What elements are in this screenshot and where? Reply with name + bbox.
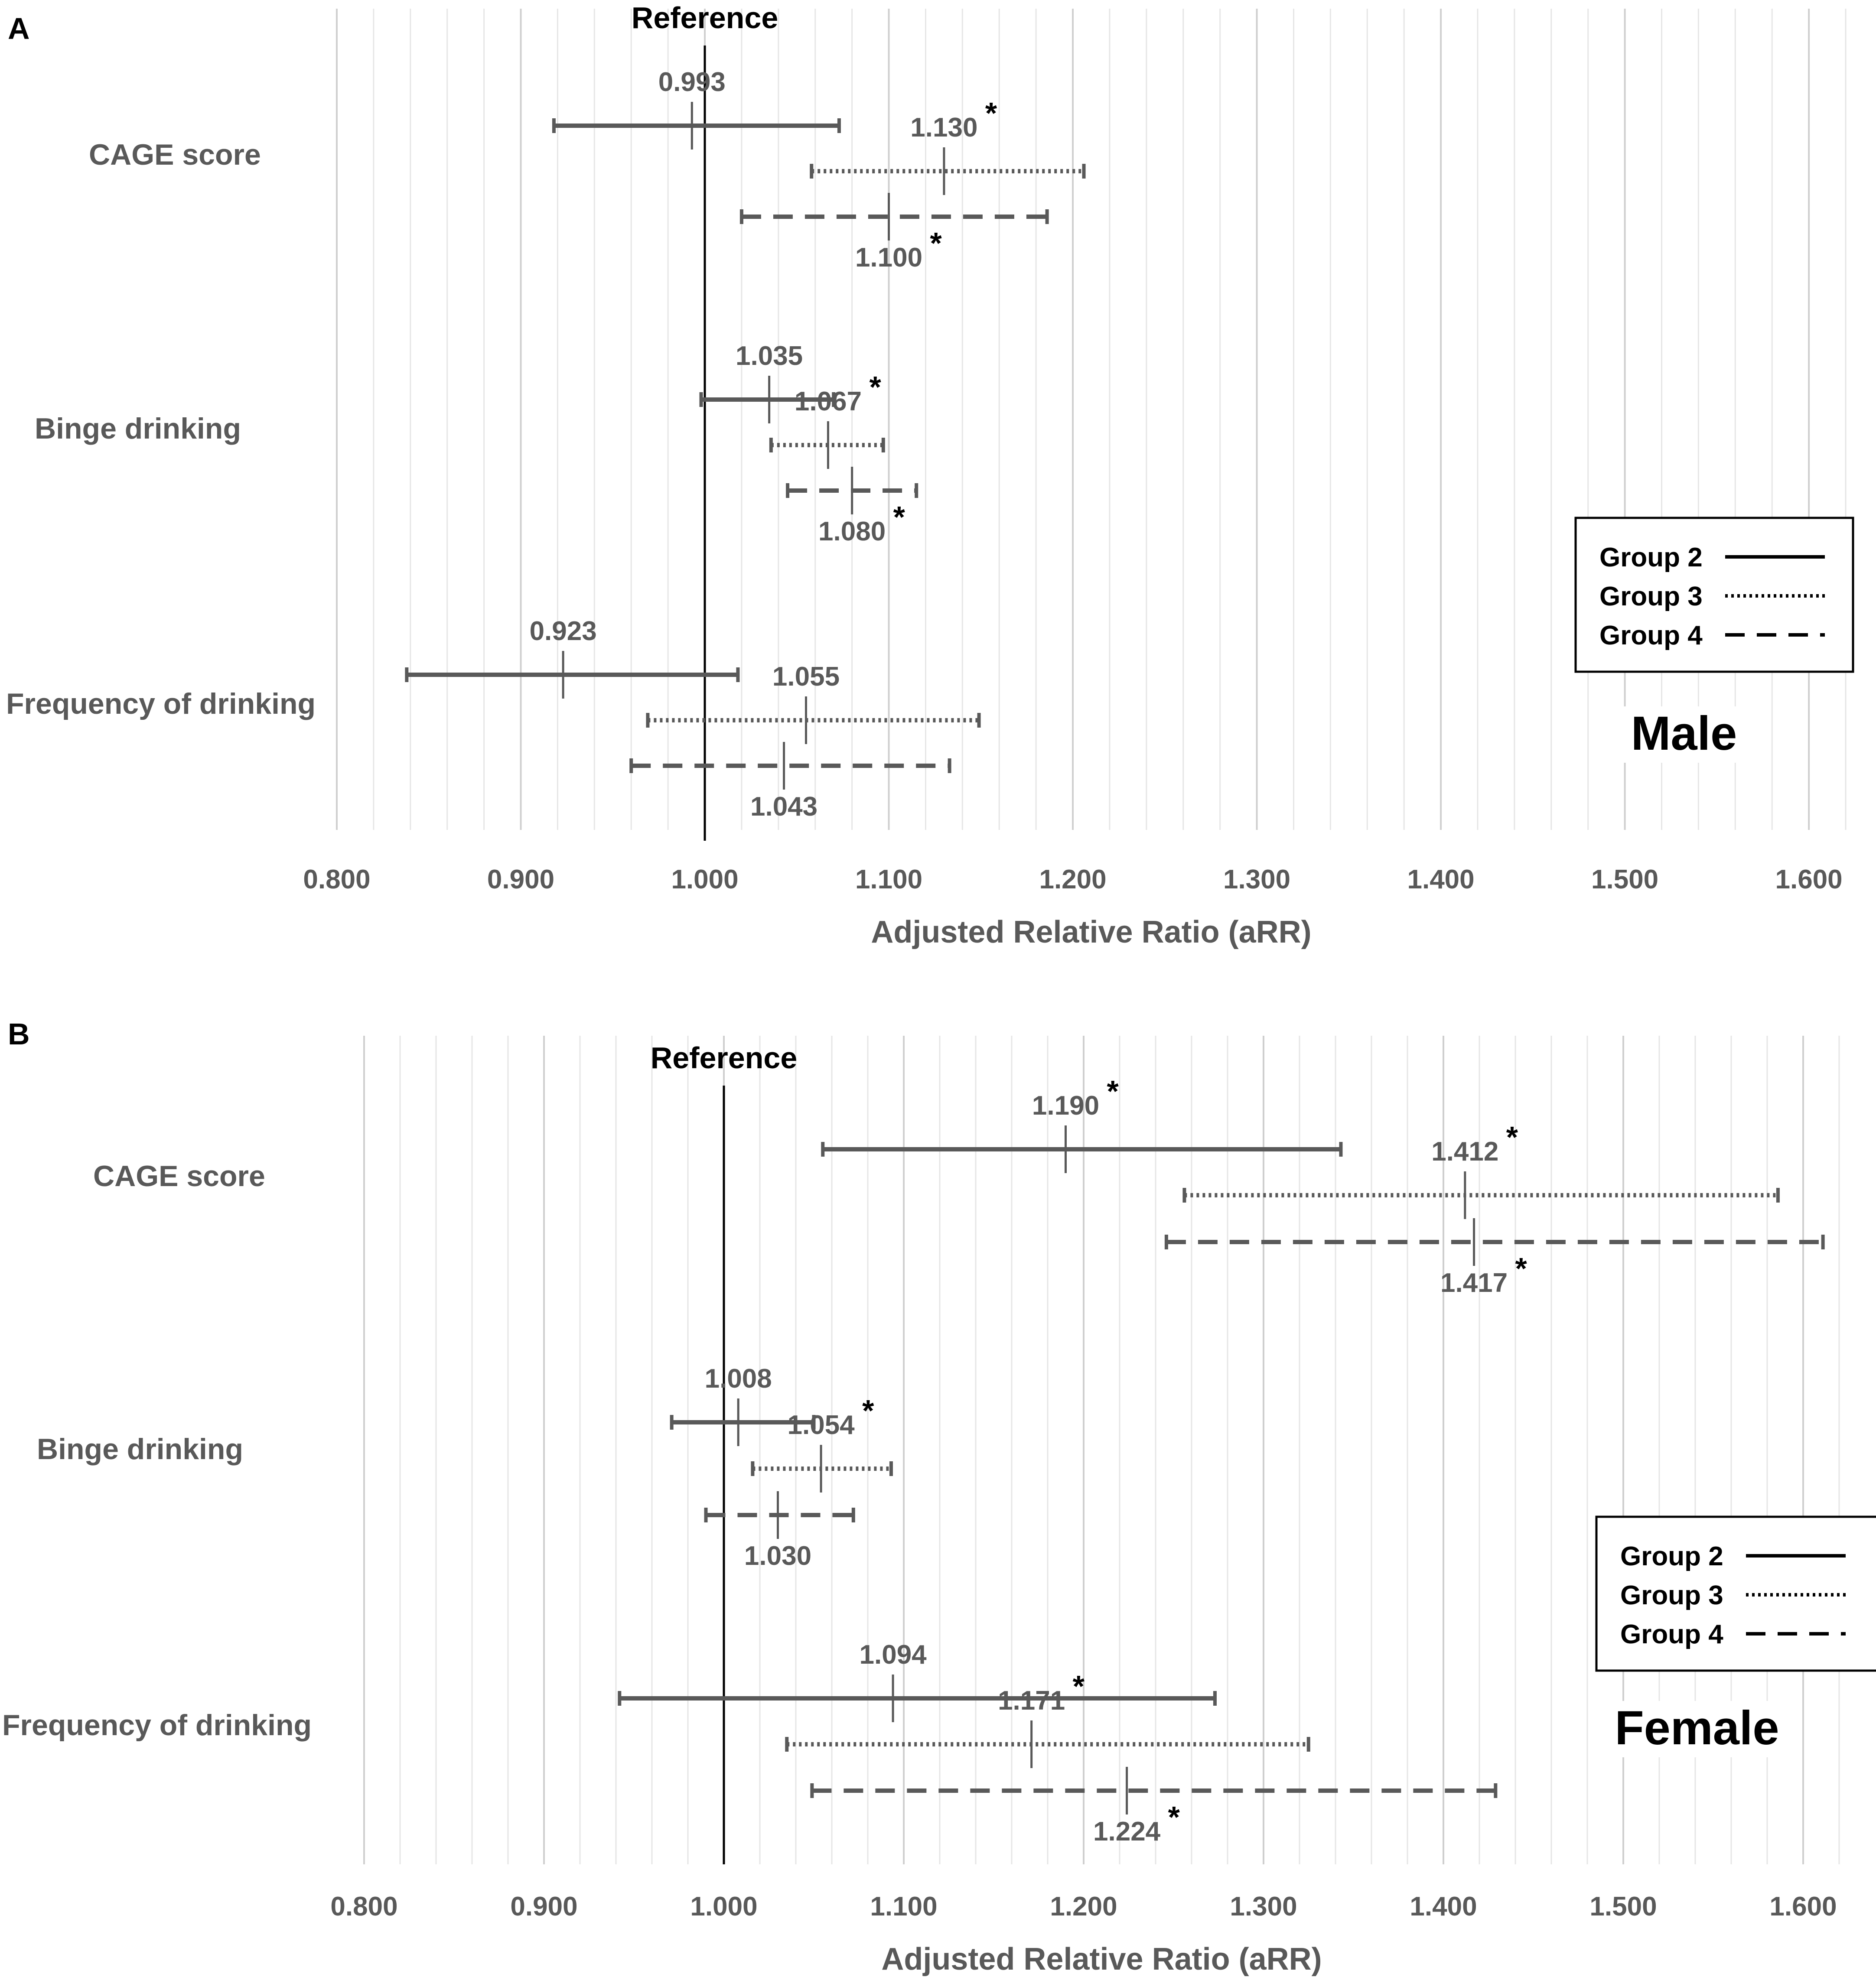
- estimate-label: 1.094: [860, 1640, 927, 1670]
- ci-mark: 1.130 *: [810, 96, 1086, 195]
- x-tick-label: 0.900: [487, 865, 554, 894]
- x-tick-label: 1.500: [1589, 1892, 1657, 1922]
- estimate-label: 1.030: [744, 1541, 811, 1571]
- estimate-label: 1.171: [998, 1686, 1065, 1716]
- estimate-label: 0.993: [658, 67, 726, 97]
- x-tick-label: 1.600: [1775, 865, 1843, 894]
- estimate-label: 1.035: [736, 341, 803, 371]
- panel-a: A Reference CAGE score Binge drinking Freque…: [0, 0, 1876, 988]
- category-label: Frequency of drinking: [2, 1709, 312, 1742]
- significance-asterisk: *: [893, 500, 905, 534]
- x-tick-label: 1.100: [870, 1892, 937, 1922]
- category-label: CAGE score: [93, 1160, 265, 1193]
- panel-b: B Reference CAGE score Binge drinking Freque…: [0, 997, 1876, 1977]
- x-tick-label: 0.800: [303, 865, 370, 894]
- category-label: Frequency of drinking: [6, 687, 316, 720]
- category-label: CAGE score: [89, 138, 261, 171]
- x-axis-title: Adjusted Relative Ratio (aRR): [871, 915, 1311, 949]
- estimate-label: 1.224: [1093, 1817, 1161, 1847]
- estimate-label: 0.923: [530, 616, 597, 646]
- significance-asterisk: *: [1168, 1800, 1180, 1834]
- x-tick-label: 1.200: [1050, 1892, 1117, 1922]
- ci-mark: 1.055: [646, 662, 981, 744]
- ci-mark: 1.054 *: [751, 1394, 893, 1493]
- x-tick-label: 1.300: [1230, 1892, 1297, 1922]
- ci-mark: 1.412 *: [1182, 1120, 1780, 1219]
- reference-label: Reference: [651, 1041, 798, 1075]
- forest-plot-male: A Reference CAGE score Binge drinking Freque…: [6, 1, 1854, 949]
- title-backdrop: [1597, 706, 1771, 763]
- category-label: Binge drinking: [37, 1433, 243, 1466]
- ci-mark: 1.100 *: [739, 193, 1049, 273]
- ci-mark: 1.080 *: [786, 467, 918, 546]
- ci-mark: 1.094: [618, 1640, 1217, 1722]
- legend: Group 2 Group 3 Group 4: [1595, 1515, 1876, 1672]
- estimate-label: 1.190: [1032, 1091, 1099, 1121]
- significance-asterisk: *: [862, 1394, 874, 1427]
- legend-label: Group 3: [1620, 1580, 1723, 1610]
- significance-asterisk: *: [930, 226, 942, 260]
- estimate-label: 1.054: [788, 1410, 855, 1440]
- x-tick-label: 1.300: [1223, 865, 1290, 894]
- significance-asterisk: *: [1073, 1669, 1085, 1703]
- significance-asterisk: *: [985, 96, 997, 130]
- ci-mark: 1.067 *: [769, 370, 885, 469]
- estimate-label: 1.043: [750, 792, 817, 822]
- legend-label: Group 2: [1599, 543, 1703, 572]
- forest-plot-female: B Reference CAGE score Binge drinking Freque…: [2, 1017, 1876, 1977]
- x-tick-label: 0.800: [330, 1892, 397, 1922]
- ci-mark: 1.190 *: [821, 1074, 1343, 1173]
- panel-letter: A: [8, 12, 30, 46]
- estimate-label: 1.417: [1440, 1268, 1508, 1298]
- x-tick-label: 1.600: [1769, 1892, 1837, 1922]
- estimate-label: 1.067: [795, 387, 862, 416]
- estimate-label: 1.412: [1431, 1137, 1498, 1167]
- ci-mark: 1.030: [704, 1491, 855, 1571]
- legend-box: [1595, 1515, 1876, 1672]
- ci-mark: 1.224 *: [810, 1767, 1498, 1847]
- x-tick-label: 1.200: [1039, 865, 1106, 894]
- x-tick-label: 1.000: [690, 1892, 757, 1922]
- legend-label: Group 4: [1620, 1619, 1723, 1649]
- legend-label: Group 3: [1599, 582, 1703, 611]
- category-label: Binge drinking: [35, 412, 241, 445]
- ci-mark: 0.993: [552, 67, 841, 150]
- x-tick-label: 1.500: [1591, 865, 1658, 894]
- ci-mark: 1.043: [629, 742, 951, 822]
- estimate-label: 1.008: [705, 1364, 772, 1394]
- title-backdrop: [1610, 1701, 1784, 1757]
- panel-title: Female: [1615, 1701, 1779, 1755]
- x-tick-label: 1.100: [855, 865, 922, 894]
- panel-title: Male: [1631, 707, 1737, 760]
- estimate-label: 1.080: [818, 517, 886, 546]
- ci-mark: 1.008: [670, 1364, 816, 1446]
- ci-mark: 1.417 *: [1164, 1218, 1825, 1298]
- legend-label: Group 2: [1620, 1541, 1723, 1571]
- x-tick-label: 1.400: [1410, 1892, 1477, 1922]
- panel-letter: B: [8, 1017, 30, 1051]
- estimate-label: 1.100: [855, 243, 922, 273]
- x-tick-label: 1.000: [671, 865, 738, 894]
- x-tick-label: 1.400: [1407, 865, 1474, 894]
- x-axis-title: Adjusted Relative Ratio (aRR): [881, 1942, 1322, 1977]
- legend: Group 2 Group 3 Group 4: [1574, 517, 1854, 673]
- significance-asterisk: *: [1515, 1252, 1528, 1285]
- ci-mark: 1.035: [699, 341, 836, 423]
- ci-mark: 1.171 *: [785, 1669, 1310, 1768]
- ci-mark: 0.923: [405, 616, 740, 699]
- estimate-label: 1.130: [910, 113, 977, 143]
- significance-asterisk: *: [1107, 1074, 1119, 1108]
- x-tick-label: 0.900: [510, 1892, 577, 1922]
- significance-asterisk: *: [1506, 1120, 1518, 1154]
- significance-asterisk: *: [869, 370, 881, 404]
- legend-label: Group 4: [1599, 621, 1703, 650]
- reference-label: Reference: [632, 1, 778, 35]
- estimate-label: 1.055: [772, 662, 840, 692]
- legend-box: [1574, 517, 1854, 673]
